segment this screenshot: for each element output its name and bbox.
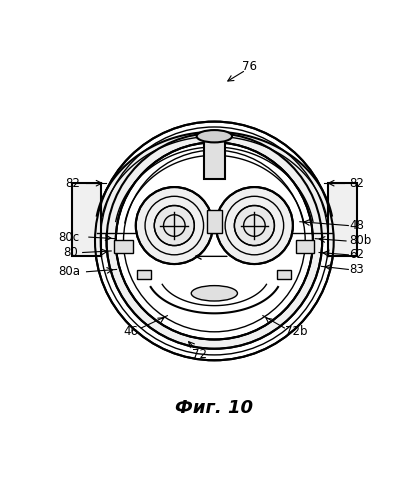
Bar [114, 240, 133, 252]
Text: 80: 80 [63, 246, 78, 259]
Bar [137, 270, 151, 280]
Text: 48: 48 [349, 219, 364, 232]
Bar [204, 141, 225, 180]
Text: 80b: 80b [349, 234, 372, 248]
Text: 82: 82 [349, 176, 364, 190]
Text: 76: 76 [242, 60, 257, 72]
Circle shape [216, 187, 293, 264]
Bar [328, 183, 357, 256]
Circle shape [106, 133, 322, 349]
Circle shape [154, 206, 194, 246]
Circle shape [116, 142, 313, 340]
Circle shape [234, 206, 274, 246]
Text: 46: 46 [123, 324, 138, 338]
Ellipse shape [191, 286, 238, 301]
Circle shape [136, 187, 213, 264]
Text: 62: 62 [349, 248, 364, 262]
Circle shape [95, 122, 334, 360]
Text: 82: 82 [65, 176, 80, 190]
Ellipse shape [197, 130, 232, 142]
Bar [72, 183, 101, 256]
Text: 72b: 72b [285, 324, 307, 338]
Bar [207, 210, 222, 233]
Text: 72: 72 [192, 348, 207, 360]
Text: 83: 83 [349, 263, 364, 276]
Bar [277, 270, 291, 280]
Text: Фиг. 10: Фиг. 10 [176, 399, 253, 417]
Text: 80c: 80c [58, 230, 79, 243]
Bar [296, 240, 314, 252]
Text: 80a: 80a [58, 265, 80, 278]
